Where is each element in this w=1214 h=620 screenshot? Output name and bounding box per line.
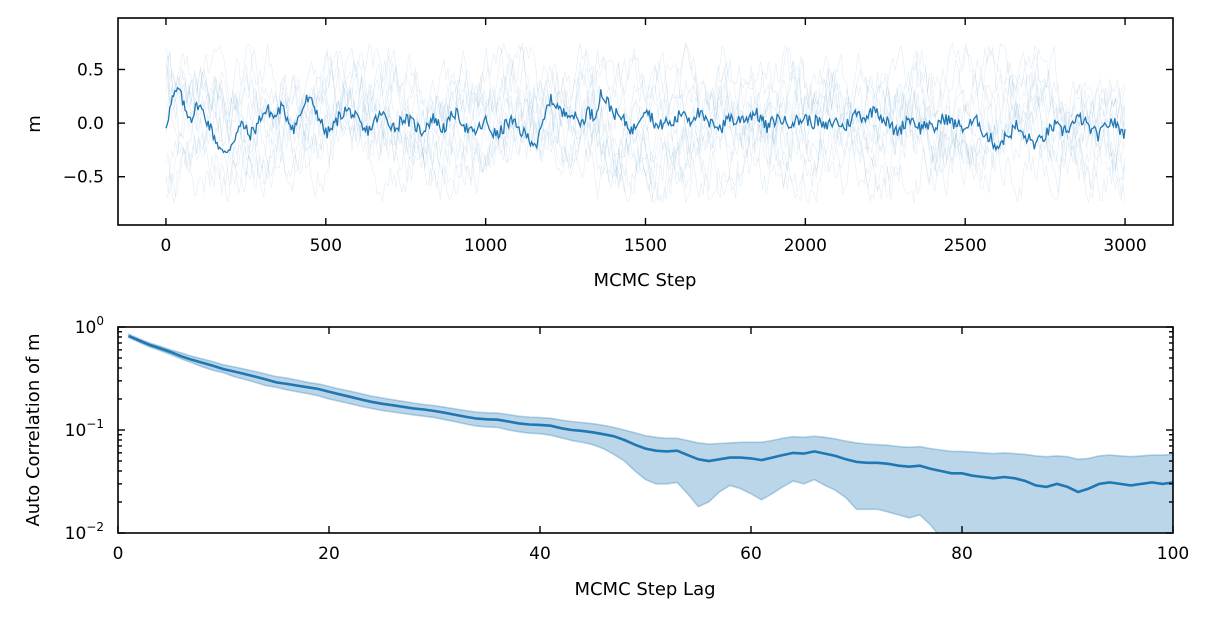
x-tick-label: 40	[529, 544, 551, 564]
background-chain-line	[165, 42, 1126, 203]
x-tick-label: 1500	[624, 236, 667, 256]
x-tick-label: 500	[310, 236, 342, 256]
y-tick-label: 0.0	[77, 114, 104, 134]
y-tick-label: 10−2	[65, 520, 104, 544]
trace-y-axis-label: m	[24, 115, 45, 133]
background-chains	[165, 41, 1126, 204]
x-tick-label: 0	[161, 236, 172, 256]
trace-plot-ticks: 0 500 1000 1500 2000 2500 3000 0.5 0.0 −0.5	[63, 18, 1173, 256]
background-chain-line	[165, 41, 1126, 193]
background-chain-line	[165, 43, 1126, 203]
trace-plot: 0 500 1000 1500 2000 2500 3000 0.5 0.0 −0.5 MCMC …	[24, 17, 1174, 291]
background-chain-line	[165, 49, 1126, 204]
confidence-band	[127, 333, 1173, 533]
background-chain-line	[165, 43, 1126, 204]
x-tick-label: 2500	[944, 236, 987, 256]
background-chain-line	[165, 43, 1126, 190]
y-tick-label: 10−1	[65, 417, 104, 441]
y-tick-label: 0.5	[77, 60, 104, 80]
trace-x-axis-label: MCMC Step	[594, 270, 697, 291]
y-tick-label: −0.5	[63, 168, 104, 188]
y-tick-label: 100	[75, 314, 104, 338]
background-chain-line	[165, 46, 1126, 202]
x-tick-label: 0	[113, 544, 124, 564]
background-chain-line	[165, 44, 1126, 201]
autocorrelation-plot: 0 20 40 60 80 100 100 10−1 10−2 MCMC Step Lag Au…	[23, 314, 1190, 600]
x-tick-label: 100	[1157, 544, 1189, 564]
mean-trace-line	[165, 86, 1126, 154]
autocorrelation-band	[127, 333, 1173, 533]
mean-trace	[165, 86, 1126, 154]
x-tick-label: 2000	[784, 236, 827, 256]
x-tick-label: 3000	[1103, 236, 1146, 256]
background-chain-line	[165, 46, 1126, 204]
autocorrelation-line	[128, 334, 1173, 494]
x-tick-label: 60	[740, 544, 762, 564]
background-chain-line	[165, 43, 1126, 194]
autocorrelation-mean	[128, 334, 1173, 494]
autocorrelation-x-axis-label: MCMC Step Lag	[574, 579, 715, 600]
background-chain-line	[165, 43, 1126, 203]
x-tick-label: 80	[951, 544, 973, 564]
autocorrelation-plot-ticks: 0 20 40 60 80 100 100 10−1 10−2	[65, 314, 1190, 564]
autocorrelation-y-axis-label: Auto Correlation of m	[23, 333, 44, 526]
x-tick-label: 1000	[464, 236, 507, 256]
x-tick-label: 20	[318, 544, 340, 564]
background-chain-line	[165, 47, 1126, 204]
